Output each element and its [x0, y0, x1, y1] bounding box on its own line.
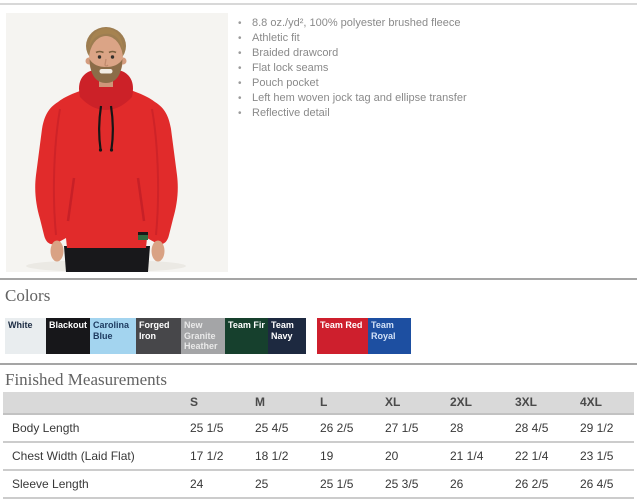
colors-section-divider: [0, 278, 637, 280]
table-row-sleeve-length: Sleeve Length 24 25 25 1/5 25 3/5 26 26 …: [3, 471, 634, 499]
feature-text: Reflective detail: [252, 107, 330, 119]
feature-text: Braided drawcord: [252, 47, 339, 59]
color-swatch-blackout[interactable]: Blackout: [46, 318, 90, 354]
color-swatch-new-granite-heather[interactable]: New Granite Heather: [181, 318, 225, 354]
bullet-icon: •: [238, 78, 242, 89]
cell-value: 24: [190, 477, 204, 491]
list-item: • Flat lock seams: [238, 61, 467, 76]
bullet-icon: •: [238, 93, 242, 104]
cell-value: 25 1/5: [190, 421, 224, 435]
color-swatch-carolina-blue[interactable]: Carolina Blue: [90, 318, 136, 354]
measurements-section-divider: [0, 363, 637, 365]
table-row-body-length: Body Length 25 1/5 25 4/5 26 2/5 27 1/5 …: [3, 415, 634, 443]
cell-value: 22 1/4: [515, 449, 549, 463]
cell-value: 26 2/5: [320, 421, 354, 435]
feature-text: Left hem woven jock tag and ellipse tran…: [252, 92, 467, 104]
list-item: • Athletic fit: [238, 31, 467, 46]
column-header-m: M: [255, 395, 265, 409]
list-item: • Reflective detail: [238, 106, 467, 121]
table-header-row: S M L XL 2XL 3XL 4XL: [3, 392, 634, 415]
measurements-section-title: Finished Measurements: [5, 370, 167, 389]
bullet-icon: •: [238, 18, 242, 29]
row-label: Body Length: [12, 421, 80, 435]
color-swatch-team-navy[interactable]: Team Navy: [268, 318, 306, 354]
cell-value: 21 1/4: [450, 449, 484, 463]
cell-value: 25: [255, 477, 269, 491]
cell-value: 26 2/5: [515, 477, 549, 491]
cell-value: 25 3/5: [385, 477, 419, 491]
list-item: • Pouch pocket: [238, 76, 467, 91]
row-label: Sleeve Length: [12, 477, 89, 491]
product-photo-red-hoodie: [6, 13, 228, 272]
bullet-icon: •: [238, 63, 242, 74]
bullet-icon: •: [238, 108, 242, 119]
cell-value: 25 1/5: [320, 477, 354, 491]
row-label: Chest Width (Laid Flat): [12, 449, 135, 463]
cell-value: 18 1/2: [255, 449, 289, 463]
cell-value: 25 4/5: [255, 421, 289, 435]
color-swatch-row: White Blackout Carolina Blue Forged Iron…: [5, 318, 411, 354]
cell-value: 28 4/5: [515, 421, 549, 435]
product-feature-list: • 8.8 oz./yd², 100% polyester brushed fle…: [238, 16, 467, 121]
table-header-spacer: [3, 392, 187, 413]
column-header-3xl: 3XL: [515, 395, 538, 409]
color-swatch-forged-iron[interactable]: Forged Iron: [136, 318, 181, 354]
column-header-4xl: 4XL: [580, 395, 603, 409]
bullet-icon: •: [238, 33, 242, 44]
cell-value: 17 1/2: [190, 449, 224, 463]
column-header-xl: XL: [385, 395, 401, 409]
cell-value: 23 1/5: [580, 449, 614, 463]
feature-text: Pouch pocket: [252, 77, 319, 89]
feature-text: 8.8 oz./yd², 100% polyester brushed flee…: [252, 17, 461, 29]
column-header-l: L: [320, 395, 328, 409]
list-item: • Braided drawcord: [238, 46, 467, 61]
cell-value: 19: [320, 449, 334, 463]
feature-text: Flat lock seams: [252, 62, 329, 74]
bullet-icon: •: [238, 48, 242, 59]
finished-measurements-table: S M L XL 2XL 3XL 4XL Body Length 25 1/5 …: [3, 392, 634, 499]
cell-value: 27 1/5: [385, 421, 419, 435]
cell-value: 26: [450, 477, 464, 491]
column-header-2xl: 2XL: [450, 395, 473, 409]
list-item: • Left hem woven jock tag and ellipse tra…: [238, 91, 467, 106]
model-in-red-hoodie-illustration: [6, 13, 228, 272]
cell-value: 29 1/2: [580, 421, 614, 435]
column-header-s: S: [190, 395, 199, 409]
top-divider: [0, 3, 637, 5]
colors-section-title: Colors: [5, 286, 51, 305]
table-row-chest-width: Chest Width (Laid Flat) 17 1/2 18 1/2 19…: [3, 443, 634, 471]
list-item: • 8.8 oz./yd², 100% polyester brushed fle…: [238, 16, 467, 31]
cell-value: 20: [385, 449, 399, 463]
color-swatch-team-red[interactable]: Team Red: [317, 318, 368, 354]
color-swatch-team-royal[interactable]: Team Royal: [368, 318, 411, 354]
feature-text: Athletic fit: [252, 32, 300, 44]
cell-value: 26 4/5: [580, 477, 614, 491]
color-swatch-white[interactable]: White: [5, 318, 46, 354]
color-swatch-team-fir[interactable]: Team Fir: [225, 318, 268, 354]
cell-value: 28: [450, 421, 464, 435]
